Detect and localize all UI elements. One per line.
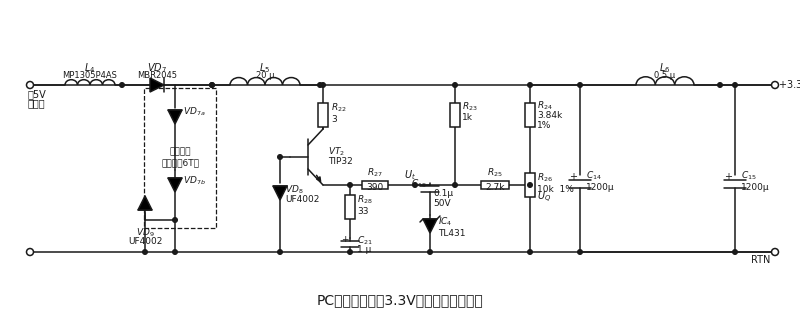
Bar [345, 195, 355, 219]
Circle shape [528, 250, 532, 254]
Circle shape [348, 250, 352, 254]
Bar [481, 181, 509, 189]
Text: $R_{23}$: $R_{23}$ [462, 101, 478, 113]
Text: UF4002: UF4002 [128, 238, 162, 247]
Bar [525, 103, 535, 127]
Text: TL431: TL431 [438, 228, 466, 238]
Circle shape [210, 83, 214, 87]
Text: 20 µ: 20 µ [256, 71, 274, 80]
Bar [525, 173, 535, 197]
Text: 磁放大器: 磁放大器 [170, 147, 190, 157]
Polygon shape [138, 196, 152, 210]
Text: RTN: RTN [750, 255, 770, 265]
Text: TIP32: TIP32 [328, 158, 353, 167]
Bar [450, 103, 460, 127]
Text: $U_Q$: $U_Q$ [537, 189, 551, 204]
Circle shape [173, 218, 178, 222]
Circle shape [528, 183, 532, 187]
Text: +: + [724, 172, 732, 182]
Circle shape [318, 83, 322, 87]
Circle shape [278, 155, 282, 159]
Circle shape [453, 83, 458, 87]
Text: PC开关电源中的3.3V磁放大器稳压电路: PC开关电源中的3.3V磁放大器稳压电路 [317, 293, 483, 307]
Text: UF4002: UF4002 [285, 196, 319, 204]
Text: 1 µ: 1 µ [357, 246, 371, 255]
Polygon shape [273, 186, 287, 200]
Polygon shape [168, 178, 182, 192]
Circle shape [578, 83, 582, 87]
Text: $C_{21}$: $C_{21}$ [357, 235, 373, 247]
Circle shape [771, 81, 778, 88]
Circle shape [771, 249, 778, 256]
Text: 主绕组: 主绕组 [28, 98, 46, 108]
Text: 390: 390 [366, 182, 384, 191]
Circle shape [173, 250, 178, 254]
Text: $R_{22}$: $R_{22}$ [331, 102, 346, 114]
Text: 1%: 1% [537, 121, 551, 130]
Text: 0.1µ: 0.1µ [433, 189, 453, 198]
Circle shape [453, 183, 458, 187]
Text: $VD_{7a}$: $VD_{7a}$ [183, 106, 206, 118]
Circle shape [348, 183, 352, 187]
Text: 3: 3 [331, 115, 337, 124]
Text: 3.84k: 3.84k [537, 112, 562, 121]
Text: +3.3V, 10A: +3.3V, 10A [779, 80, 800, 90]
Text: $VD_8$: $VD_8$ [285, 184, 303, 196]
Circle shape [142, 250, 147, 254]
Text: $R_{26}$: $R_{26}$ [537, 172, 553, 184]
Circle shape [321, 83, 326, 87]
Text: $L_5$: $L_5$ [259, 61, 270, 75]
Text: 33: 33 [357, 206, 369, 216]
Circle shape [733, 83, 738, 87]
Text: $VD_7$: $VD_7$ [147, 61, 167, 75]
Text: $L_4$: $L_4$ [84, 61, 96, 75]
Text: $R_{28}$: $R_{28}$ [357, 194, 373, 206]
Text: 接5V: 接5V [28, 89, 46, 99]
Text: 10k  1%: 10k 1% [537, 186, 574, 195]
Circle shape [26, 81, 34, 88]
Text: MP1305P4AS: MP1305P4AS [62, 71, 118, 80]
Circle shape [578, 250, 582, 254]
Text: $IC_4$: $IC_4$ [438, 216, 453, 228]
Circle shape [120, 83, 124, 87]
Text: $L_6$: $L_6$ [659, 61, 670, 75]
Text: $R_{24}$: $R_{24}$ [537, 100, 553, 112]
Text: +: + [342, 235, 349, 244]
Text: MBR2045: MBR2045 [137, 71, 177, 80]
Text: $VD_{7b}$: $VD_{7b}$ [183, 175, 206, 187]
Text: 1k: 1k [462, 114, 473, 122]
Bar [362, 181, 388, 189]
Circle shape [210, 83, 214, 87]
Text: 的磁芯（6T）: 的磁芯（6T） [161, 159, 199, 167]
Text: $VD_9$: $VD_9$ [136, 227, 154, 239]
Circle shape [413, 183, 418, 187]
Text: 1200µ: 1200µ [586, 183, 614, 192]
Text: $C_{14}$: $C_{14}$ [586, 170, 602, 182]
Polygon shape [150, 78, 164, 92]
Text: $C_{18}$: $C_{18}$ [411, 178, 427, 190]
Text: 2.7k: 2.7k [486, 182, 505, 191]
Circle shape [528, 83, 532, 87]
Text: $R_{25}$: $R_{25}$ [487, 167, 503, 179]
Text: $R_{27}$: $R_{27}$ [367, 167, 383, 179]
Text: 0.5 µ: 0.5 µ [654, 71, 675, 80]
Circle shape [278, 250, 282, 254]
Text: $C_{15}$: $C_{15}$ [741, 170, 757, 182]
Text: +: + [569, 172, 577, 182]
Circle shape [733, 250, 738, 254]
Circle shape [718, 83, 722, 87]
Circle shape [428, 250, 432, 254]
Polygon shape [423, 219, 437, 233]
Polygon shape [168, 110, 182, 124]
Text: 50V: 50V [433, 199, 450, 209]
Text: 1200µ: 1200µ [741, 183, 770, 192]
Bar [318, 103, 328, 127]
Text: $VT_2$: $VT_2$ [328, 146, 345, 158]
Circle shape [26, 249, 34, 256]
Text: $U_t$: $U_t$ [404, 168, 416, 182]
